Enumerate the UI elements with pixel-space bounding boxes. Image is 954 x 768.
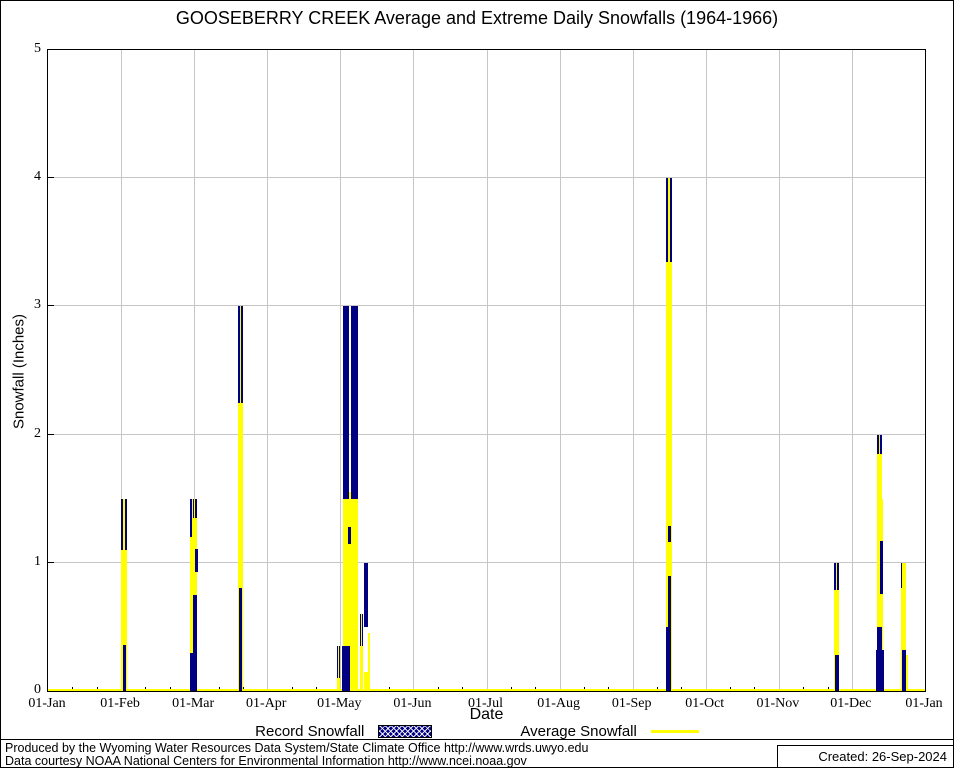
average-core-line xyxy=(191,498,193,538)
average-core-line xyxy=(122,498,125,550)
legend: Record Snowfall Average Snowfall xyxy=(1,723,953,740)
average-baseline xyxy=(48,689,925,691)
x-axis-title: Date xyxy=(469,706,504,723)
legend-average-label: Average Snowfall xyxy=(520,723,637,740)
average-bar xyxy=(359,646,363,691)
average-bar xyxy=(237,402,243,691)
record-overlay-bar xyxy=(192,594,197,691)
average-core-line xyxy=(878,434,880,454)
month-gridline xyxy=(413,50,415,691)
record-overlay-bar xyxy=(876,649,885,691)
footer-courtesy-text: Data courtesy NOAA National Centers for … xyxy=(5,754,527,768)
month-gridline xyxy=(705,50,707,691)
record-overlay-bar xyxy=(902,649,907,691)
month-gridline xyxy=(632,50,634,691)
x-tick-label: 01-Oct xyxy=(685,696,725,711)
average-bar xyxy=(350,498,358,691)
y-tick-label: 0 xyxy=(34,682,41,697)
average-core-line xyxy=(360,614,362,647)
y-gridline xyxy=(48,305,925,307)
x-tick-label: 01-Nov xyxy=(756,696,800,711)
average-bar xyxy=(665,261,672,691)
x-tick-label: 01-Aug xyxy=(537,696,580,711)
record-overlay-bar xyxy=(342,646,351,691)
month-gridline xyxy=(778,50,780,691)
legend-record-label: Record Snowfall xyxy=(255,723,365,740)
y-tick-label: 4 xyxy=(34,169,41,185)
chart-title: GOOSEBERRY CREEK Average and Extreme Dai… xyxy=(175,8,779,28)
average-core-line xyxy=(667,178,670,262)
plot-area xyxy=(47,49,926,692)
x-tick-label: 01-May xyxy=(317,696,362,711)
average-bar xyxy=(833,589,839,691)
y-tick-label: 3 xyxy=(34,297,41,313)
average-bar xyxy=(367,633,370,691)
x-tick-label: 01-Jan xyxy=(905,696,943,711)
average-core-line xyxy=(901,562,903,589)
average-bar xyxy=(900,588,904,691)
x-tick-label: 01-Jun xyxy=(393,696,432,711)
record-segment xyxy=(194,548,198,572)
average-core-line xyxy=(194,498,196,518)
average-core-line xyxy=(835,562,837,590)
record-overlay-bar xyxy=(834,655,839,691)
record-overlay-bar xyxy=(189,652,197,691)
average-core-line xyxy=(337,646,339,679)
record-snowfall-swatch-icon xyxy=(378,725,433,738)
month-gridline xyxy=(559,50,561,691)
month-gridline xyxy=(340,50,342,691)
month-gridline xyxy=(486,50,488,691)
y-tick-label: 2 xyxy=(34,425,41,441)
y-tick-label: 5 xyxy=(34,41,41,56)
y-tick-label: 1 xyxy=(34,553,41,569)
created-date-badge: Created: 26-Sep-2024 xyxy=(777,745,953,767)
x-tick-label: 01-Apr xyxy=(246,696,287,711)
average-bar xyxy=(120,549,127,691)
created-date-text: Created: 26-Sep-2024 xyxy=(818,749,947,764)
month-gridline xyxy=(194,50,196,691)
month-gridline xyxy=(851,50,853,691)
record-segment xyxy=(364,562,369,627)
x-tick-label: 01-Sep xyxy=(611,696,652,711)
month-gridline xyxy=(267,50,269,691)
record-overlay-bar xyxy=(238,588,242,691)
y-tick-mark xyxy=(48,433,54,435)
average-bar xyxy=(336,678,340,691)
average-bar xyxy=(189,537,195,691)
y-gridline xyxy=(48,433,925,435)
y-tick-mark xyxy=(48,177,54,179)
average-bar xyxy=(342,498,349,691)
average-snowfall-swatch-icon xyxy=(650,730,699,733)
average-core-line xyxy=(239,306,241,403)
record-overlay-bar xyxy=(123,644,127,691)
average-bar xyxy=(364,671,369,691)
x-tick-label: 01-Jan xyxy=(28,696,66,711)
x-tick-label: 01-Mar xyxy=(172,696,215,711)
x-tick-label: 01-Dec xyxy=(830,696,872,711)
x-tick-label: 01-Jul xyxy=(468,696,503,711)
average-bar xyxy=(876,453,882,691)
average-bar xyxy=(349,492,352,691)
record-segment xyxy=(347,526,351,544)
footer-producer-text: Produced by the Wyoming Water Resources … xyxy=(5,741,589,755)
record-overlay-bar xyxy=(666,626,672,691)
y-gridline xyxy=(48,561,925,563)
x-tick-label: 01-Feb xyxy=(100,696,140,711)
footer-divider xyxy=(1,739,953,740)
y-tick-mark xyxy=(48,561,54,563)
record-segment xyxy=(880,541,884,594)
record-segment xyxy=(668,525,672,543)
y-tick-mark xyxy=(48,305,54,307)
month-gridline xyxy=(121,50,123,691)
y-gridline xyxy=(48,177,925,179)
average-bar xyxy=(902,562,907,691)
average-bar xyxy=(880,498,884,691)
